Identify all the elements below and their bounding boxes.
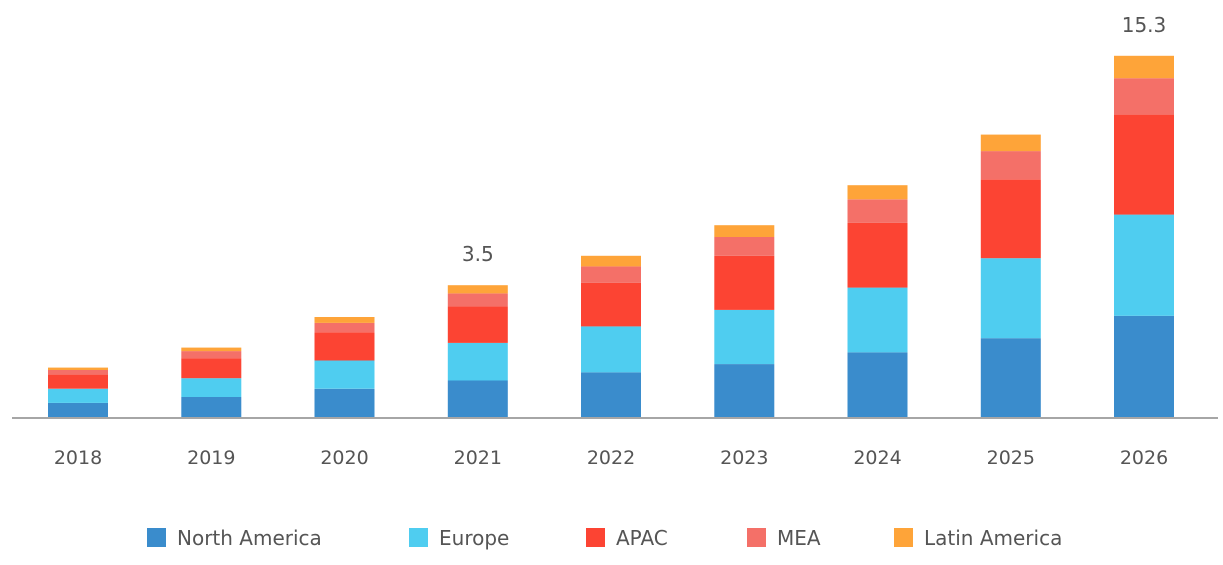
legend-label-north-america: North America <box>177 526 322 550</box>
legend-item-apac: APAC <box>586 526 668 550</box>
bar-segment-2023-latin-america <box>714 225 775 237</box>
bar-segment-2026-latin-america <box>1114 55 1174 79</box>
bar-segment-2020-north-america <box>314 388 375 417</box>
bar-segment-2023-apac <box>714 255 775 310</box>
bar-segment-2023-mea <box>714 237 775 256</box>
bar-segment-2022-north-america <box>581 372 641 417</box>
bar-segment-2018-latin-america <box>48 367 108 370</box>
bar-segment-2023-europe <box>714 309 775 364</box>
bar-segment-2024-north-america <box>847 352 908 417</box>
x-tick-label-2023: 2023 <box>720 447 768 469</box>
legend-swatch-apac <box>586 528 605 547</box>
bar-segment-2024-europe <box>847 287 908 353</box>
bar-segment-2026-apac <box>1114 114 1174 215</box>
bar-segment-2024-latin-america <box>847 185 908 200</box>
bar-segment-2024-apac <box>847 222 908 288</box>
bar-segment-2025-north-america <box>980 338 1041 417</box>
bar-segment-2018-north-america <box>48 402 108 417</box>
bar-segment-2018-mea <box>48 369 108 375</box>
bar-segment-2022-mea <box>581 266 641 283</box>
x-tick-label-2026: 2026 <box>1120 447 1168 469</box>
bar-segment-2021-latin-america <box>447 285 508 294</box>
bars-layer <box>48 55 1174 417</box>
total-labels: 3.5 15.3 <box>462 13 1166 266</box>
bar-segment-2019-north-america <box>181 397 242 417</box>
legend: North America Europe APAC MEA Latin America <box>147 526 1062 550</box>
bar-segment-2021-mea <box>447 293 508 307</box>
x-tick-label-2020: 2020 <box>320 447 368 469</box>
bar-segment-2025-apac <box>980 179 1041 259</box>
bar-segment-2020-mea <box>314 322 375 333</box>
x-tick-label-2019: 2019 <box>187 447 235 469</box>
x-tick-label-2024: 2024 <box>853 447 901 469</box>
bar-segment-2021-north-america <box>447 380 508 417</box>
bar-segment-2025-mea <box>980 151 1041 180</box>
bar-segment-2021-europe <box>447 342 508 381</box>
x-tick-label-2025: 2025 <box>987 447 1035 469</box>
legend-label-apac: APAC <box>616 526 668 550</box>
bar-segment-2018-europe <box>48 388 108 403</box>
bar-segment-2022-europe <box>581 326 641 373</box>
bar-segment-2019-europe <box>181 378 242 397</box>
bar-segment-2019-latin-america <box>181 347 242 352</box>
legend-label-europe: Europe <box>439 526 509 550</box>
bar-segment-2025-europe <box>980 258 1041 339</box>
bar-segment-2023-north-america <box>714 364 775 417</box>
bar-segment-2019-apac <box>181 358 242 379</box>
bar-segment-2024-mea <box>847 199 908 223</box>
legend-item-mea: MEA <box>747 526 821 550</box>
x-tick-label-2018: 2018 <box>54 447 102 469</box>
legend-label-mea: MEA <box>777 526 821 550</box>
bar-segment-2019-mea <box>181 351 242 359</box>
bar-segment-2018-apac <box>48 374 108 389</box>
bar-segment-2020-europe <box>314 360 375 389</box>
legend-label-latin-america: Latin America <box>924 526 1062 550</box>
legend-swatch-latin-america <box>894 528 913 547</box>
bar-segment-2026-mea <box>1114 78 1174 115</box>
x-tick-label-2021: 2021 <box>454 447 502 469</box>
bar-segment-2020-apac <box>314 332 375 361</box>
bar-segment-2025-latin-america <box>980 134 1041 152</box>
total-label-2026: 15.3 <box>1122 13 1167 37</box>
bar-segment-2021-apac <box>447 306 508 343</box>
bar-segment-2026-north-america <box>1114 315 1174 417</box>
bar-segment-2026-europe <box>1114 214 1174 316</box>
total-label-2021: 3.5 <box>462 242 494 266</box>
bar-segment-2022-latin-america <box>581 255 641 267</box>
bar-segment-2020-latin-america <box>314 317 375 323</box>
legend-swatch-north-america <box>147 528 166 547</box>
x-tick-label-2022: 2022 <box>587 447 635 469</box>
x-tick-labels: 2018 2019 2020 2021 2022 2023 2024 2025 2026 <box>54 447 1168 469</box>
legend-item-latin-america: Latin America <box>894 526 1062 550</box>
bar-segment-2022-apac <box>581 282 641 327</box>
legend-item-north-america: North America <box>147 526 322 550</box>
legend-item-europe: Europe <box>409 526 509 550</box>
legend-swatch-europe <box>409 528 428 547</box>
legend-swatch-mea <box>747 528 766 547</box>
